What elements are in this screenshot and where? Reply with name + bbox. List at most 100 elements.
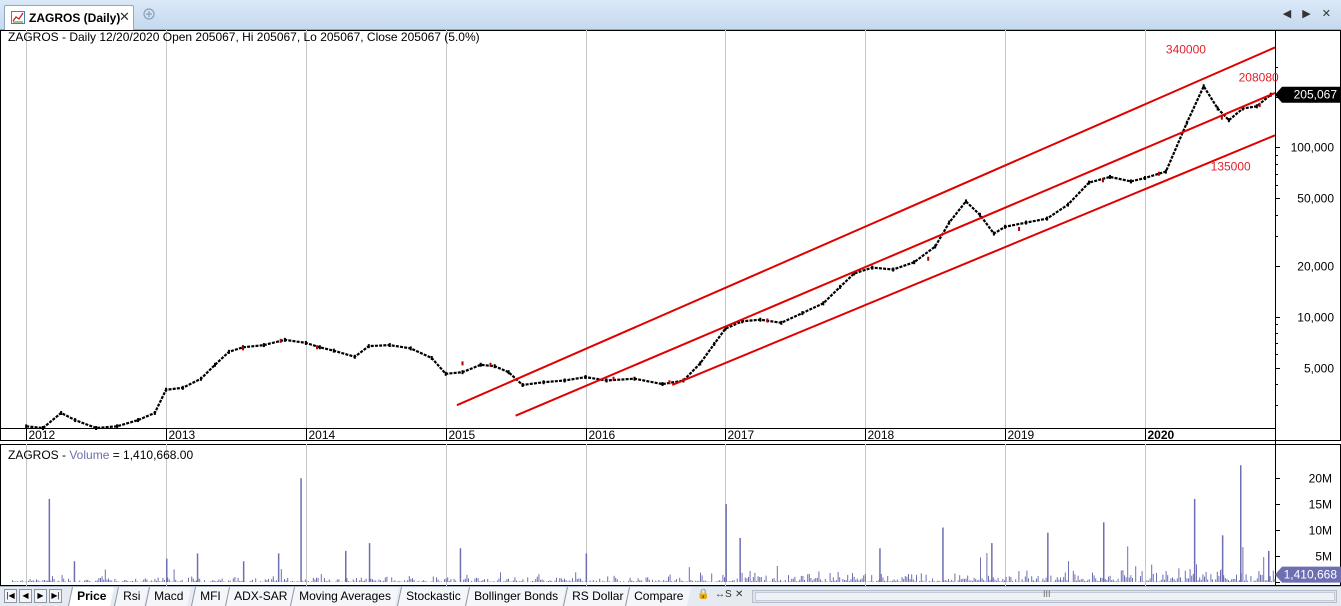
last-tab-button[interactable]: ▶| — [49, 589, 62, 603]
prev-tab-button[interactable]: ◀ — [19, 589, 32, 603]
volume-bar — [375, 580, 377, 582]
volume-bar — [504, 581, 506, 582]
scrollbar-grip-icon: III — [1043, 589, 1051, 599]
volume-bar — [306, 581, 308, 582]
volume-bar — [496, 580, 498, 582]
price-bar — [262, 343, 265, 348]
volume-bar — [109, 580, 111, 582]
tab-bollinger-bonds[interactable]: Bollinger Bonds — [464, 587, 567, 606]
volume-bar — [954, 573, 956, 582]
volume-bar — [266, 580, 268, 582]
volume-bar — [676, 579, 677, 582]
volume-bar — [479, 581, 481, 582]
volume-bar — [1087, 580, 1089, 582]
next-tab-button[interactable]: ▶ — [34, 589, 47, 603]
chart-area[interactable]: 2012 2013 2014 2015 2016 2017 2018 2019 2020 5,00… — [0, 30, 1341, 586]
volume-bar — [808, 573, 810, 582]
volume-bar — [736, 578, 738, 582]
price-bar — [724, 326, 727, 331]
down-day-mark — [461, 361, 464, 366]
volume-bar — [26, 581, 28, 582]
volume-bar — [146, 579, 148, 582]
volume-bar — [898, 581, 900, 582]
close-pane-icon[interactable]: ✕ — [735, 589, 744, 600]
volume-bar — [800, 575, 802, 582]
price-volume-chart[interactable]: 2012 2013 2014 2015 2016 2017 2018 2019 2020 5,00… — [0, 30, 1341, 586]
tab-mfi[interactable]: MFI — [190, 587, 229, 606]
volume-bar — [490, 581, 492, 582]
scroll-tabs-left-icon[interactable]: ◀ — [1282, 8, 1294, 20]
volume-bar — [156, 580, 157, 582]
volume-bar — [760, 577, 762, 582]
volume-bar — [892, 580, 893, 582]
volume-bar — [432, 576, 434, 582]
volume-bar — [1149, 578, 1151, 582]
volume-bar — [559, 578, 561, 582]
volume-bar — [536, 576, 538, 582]
volume-spike-bar — [1268, 550, 1270, 582]
tab-compare[interactable]: Compare — [624, 587, 692, 606]
volume-bar — [437, 579, 439, 582]
volume-bar — [981, 578, 983, 582]
volume-bar — [1098, 581, 1100, 582]
volume-bar — [842, 578, 844, 582]
volume-bar — [720, 581, 722, 582]
volume-bar — [1250, 576, 1252, 582]
lock-icon[interactable]: 🔒 — [697, 589, 710, 600]
volume-bar — [1064, 572, 1066, 582]
volume-bar — [797, 581, 799, 582]
new-tab-icon[interactable] — [142, 7, 156, 21]
volume-bar — [1160, 579, 1162, 582]
volume-bar — [1162, 574, 1164, 582]
volume-bar — [853, 576, 855, 582]
tab-rs-dollar[interactable]: RS Dollar — [562, 587, 632, 606]
volume-bar — [706, 581, 708, 582]
chart-document-tab[interactable]: ZAGROS (Daily) ✕ — [4, 5, 134, 30]
volume-bar — [829, 573, 831, 582]
scrollbar-thumb[interactable] — [755, 592, 1335, 601]
tab-macd[interactable]: Macd — [144, 587, 192, 606]
volume-bar — [855, 579, 857, 582]
volume-bar — [168, 579, 170, 582]
horizontal-scrollbar[interactable]: III — [752, 589, 1337, 603]
price-bar — [25, 424, 28, 429]
volume-bar — [175, 579, 177, 582]
volume-bar — [802, 576, 804, 582]
volume-bar — [850, 579, 852, 582]
volume-bar — [543, 580, 545, 582]
volume-bar — [1239, 580, 1241, 582]
volume-bar — [228, 580, 229, 582]
volume-bar — [1005, 576, 1007, 582]
volume-bar — [508, 578, 509, 582]
close-window-icon[interactable]: ✕ — [1321, 8, 1333, 20]
tab-rsi[interactable]: Rsi — [113, 587, 149, 606]
indicator-tab-bar: |◀ ◀ ▶ ▶| Price Rsi Macd MFI ADX-SAR Mov… — [0, 586, 1341, 606]
first-tab-button[interactable]: |◀ — [4, 589, 17, 603]
volume-bar — [1210, 574, 1212, 582]
volume-bar — [832, 577, 834, 582]
tab-moving-averages[interactable]: Moving Averages — [289, 587, 399, 606]
volume-bar — [837, 572, 839, 582]
volume-bar — [636, 581, 637, 582]
volume-bar — [916, 574, 917, 582]
volume-info-value: = 1,410,668.00 — [109, 448, 194, 462]
volume-bar — [1164, 579, 1165, 582]
swap-scale-icon[interactable]: ↔S — [715, 589, 732, 600]
close-tab-icon[interactable]: ✕ — [119, 9, 130, 24]
volume-bar — [474, 578, 476, 582]
down-day-mark — [612, 376, 615, 381]
volume-bar — [1175, 580, 1177, 582]
tab-stockastic[interactable]: Stockastic — [396, 587, 469, 606]
volume-bar — [1244, 580, 1245, 582]
trend-channel-line — [671, 134, 1276, 386]
price-bar — [822, 301, 825, 306]
volume-bar — [560, 578, 562, 582]
tab-price[interactable]: Price — [67, 587, 115, 606]
tab-adx-sar[interactable]: ADX-SAR — [224, 587, 296, 606]
volume-bar — [1272, 570, 1274, 582]
volume-bar — [784, 579, 786, 582]
volume-bar — [44, 580, 45, 582]
scroll-tabs-right-icon[interactable]: ▶ — [1302, 8, 1313, 20]
volume-bar — [546, 581, 548, 582]
volume-bar — [296, 581, 298, 582]
